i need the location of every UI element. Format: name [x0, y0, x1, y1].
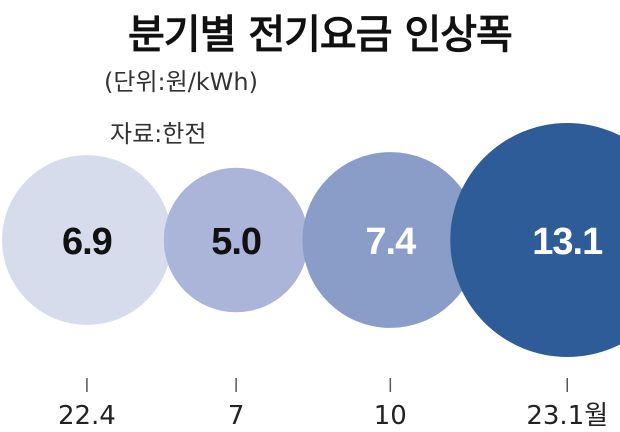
- source-label: 자료:한전: [110, 120, 207, 148]
- value-label-3: 13.1: [532, 221, 603, 263]
- category-label-2: 10: [374, 401, 407, 431]
- bubble-1: [163, 167, 309, 313]
- bubble-2: [302, 152, 479, 328]
- value-label-2: 7.4: [365, 221, 416, 263]
- category-label-3: 23.1월: [526, 401, 608, 431]
- unit-label: (단위:원/kWh): [104, 68, 258, 96]
- category-label-1: 7: [228, 401, 245, 431]
- bubble-0: [2, 155, 172, 325]
- page-title: 분기별 전기요금 인상폭: [128, 12, 513, 58]
- value-label-1: 5.0: [211, 221, 261, 263]
- category-label-0: 22.4: [58, 401, 116, 431]
- bubble-3: [450, 123, 620, 357]
- value-label-0: 6.9: [62, 221, 112, 263]
